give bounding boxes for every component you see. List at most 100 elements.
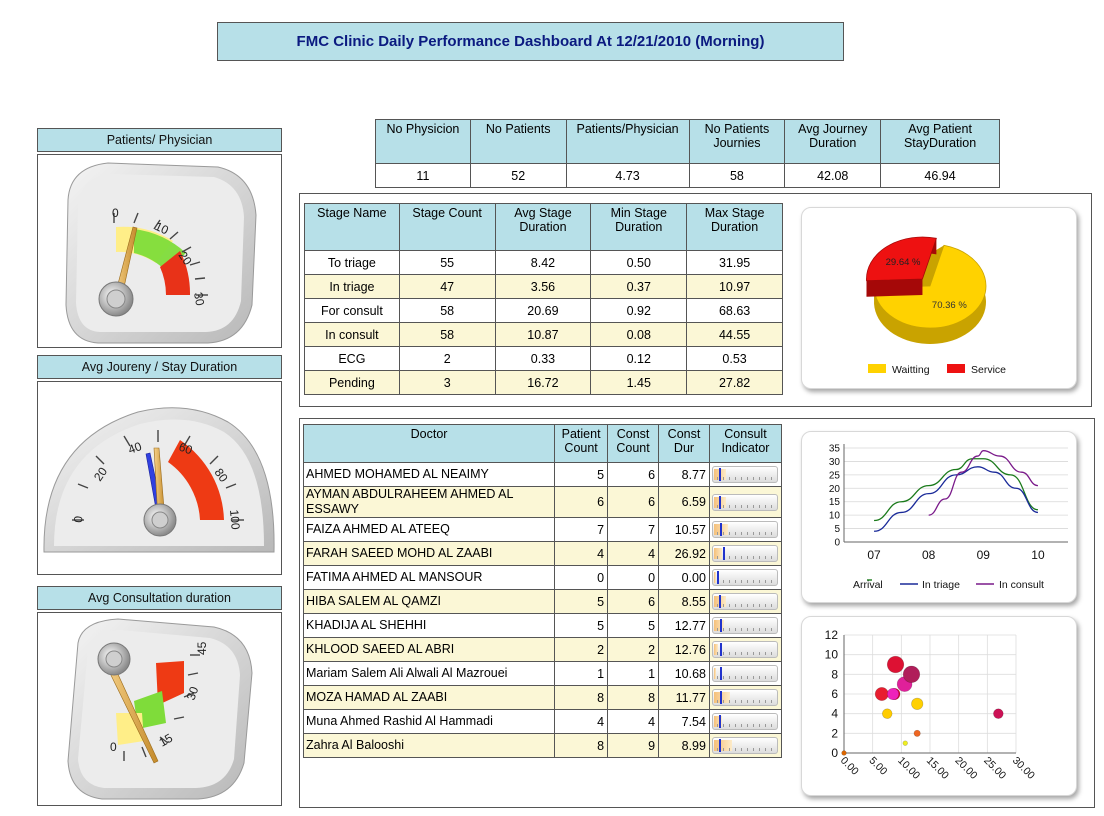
doctor-value: 4 bbox=[607, 709, 660, 734]
stage-header: Avg Stage Duration bbox=[494, 203, 592, 251]
scatter-point bbox=[886, 687, 900, 701]
consult-indicator-fill bbox=[714, 740, 733, 751]
consult-indicator-bar bbox=[712, 521, 779, 538]
consult-indicator-cell bbox=[708, 565, 783, 590]
doctor-value: 6 bbox=[607, 486, 660, 518]
stage-cell: 1.45 bbox=[590, 370, 688, 395]
scatter-ytick-label: 6 bbox=[831, 687, 838, 701]
consult-indicator-fill bbox=[714, 548, 723, 559]
summary-value: 42.08 bbox=[784, 163, 882, 188]
stage-header: Stage Name bbox=[304, 203, 400, 251]
legend-label-in-triage: In triage bbox=[922, 579, 960, 591]
stage-cell: 0.50 bbox=[590, 250, 688, 275]
scatter-ytick-label: 0 bbox=[831, 746, 838, 760]
scatter-ytick-label: 12 bbox=[825, 628, 839, 642]
stage-cell: 44.55 bbox=[686, 322, 783, 347]
stage-cell: 0.08 bbox=[590, 322, 688, 347]
consult-indicator-fill bbox=[714, 644, 719, 655]
gauge-tick-label: 40 bbox=[126, 439, 144, 457]
stage-cell: 10.87 bbox=[494, 322, 592, 347]
consult-indicator-bar bbox=[712, 737, 779, 754]
gauge-journey-stay: 0 20 40 60 80 100 bbox=[37, 381, 282, 575]
legend-label-in-consult: In consult bbox=[999, 579, 1044, 591]
consult-indicator-cell bbox=[708, 486, 783, 518]
gauge-tick-label: 60 bbox=[177, 440, 195, 458]
scatter-point bbox=[902, 665, 921, 683]
stage-row: In consult 58 10.87 0.08 44.55 bbox=[304, 322, 783, 347]
stage-row: In triage 47 3.56 0.37 10.97 bbox=[304, 274, 783, 299]
consult-indicator-marker bbox=[719, 468, 722, 481]
scatter-xtick-label: 15.00 bbox=[924, 755, 951, 782]
summary-value: 52 bbox=[469, 163, 567, 188]
summary-value: 11 bbox=[375, 163, 471, 188]
stage-cell: 8.42 bbox=[494, 250, 592, 275]
gauge-tick-label: 0 bbox=[71, 515, 86, 523]
consult-indicator-bar bbox=[712, 689, 779, 706]
line-ytick-label: 0 bbox=[834, 538, 840, 549]
gauge-patients-physician: 0 10 20 30 bbox=[37, 154, 282, 348]
doctor-header: Doctor bbox=[302, 424, 556, 463]
line-xtick-label: 08 bbox=[922, 548, 936, 562]
stage-row: Pending 3 16.72 1.45 27.82 bbox=[304, 370, 783, 395]
scatter-point bbox=[841, 750, 847, 756]
hourly-line-card: Arrival In triage In consult 0 5 10 15 20 25 3… bbox=[801, 431, 1077, 603]
stage-row: To triage 55 8.42 0.50 31.95 bbox=[304, 250, 783, 275]
scatter-xtick-label: 30.00 bbox=[1010, 755, 1037, 782]
doctor-value: 12.77 bbox=[658, 613, 710, 638]
legend-swatch-service bbox=[947, 364, 965, 373]
legend-label-waitting: Waitting bbox=[892, 364, 930, 376]
line-ytick-label: 15 bbox=[829, 497, 841, 508]
gauge-tick-label: 15 bbox=[157, 731, 176, 750]
scatter-point bbox=[911, 697, 924, 710]
scatter-ytick-label: 4 bbox=[831, 707, 838, 721]
scatter-xtick-label: 10.00 bbox=[895, 755, 922, 782]
legend-label-service: Service bbox=[971, 364, 1006, 376]
doctor-header: Const Dur bbox=[658, 424, 710, 463]
doctor-name: HIBA SALEM AL QAMZI bbox=[302, 589, 556, 614]
consult-indicator-bar bbox=[712, 545, 779, 562]
doctor-row: FARAH SAEED MOHD AL ZAABI 4 4 26.92 bbox=[302, 541, 783, 566]
doctor-row: Zahra Al Balooshi 8 9 8.99 bbox=[302, 733, 783, 758]
doctor-row: AYMAN ABDULRAHEEM AHMED AL ESSAWY 6 6 6.59 bbox=[302, 486, 783, 518]
consult-indicator-cell bbox=[708, 541, 783, 566]
doctor-header: Consult Indicator bbox=[708, 424, 783, 463]
line-ytick-label: 10 bbox=[829, 511, 841, 522]
consult-indicator-bar bbox=[712, 713, 779, 730]
line-series-arrival bbox=[873, 458, 1039, 522]
scatter-point bbox=[902, 740, 908, 746]
scatter-xtick-label: 20.00 bbox=[953, 755, 980, 782]
consult-indicator-marker bbox=[720, 619, 723, 632]
stage-cell: 0.37 bbox=[590, 274, 688, 299]
gauge-patients-physician-label: Patients/ Physician bbox=[37, 128, 282, 152]
line-ytick-label: 35 bbox=[829, 444, 841, 455]
doctor-value: 8 bbox=[554, 685, 609, 710]
summary-header: Patients/Physician bbox=[565, 119, 690, 164]
stage-row: ECG 2 0.33 0.12 0.53 bbox=[304, 346, 783, 371]
consult-indicator-bar bbox=[712, 641, 779, 658]
doctor-value: 7 bbox=[607, 517, 660, 542]
stage-cell: 27.82 bbox=[686, 370, 783, 395]
stage-cell: 3 bbox=[398, 370, 496, 395]
doctor-table: Doctor Patient Count Const Count Const D… bbox=[302, 424, 783, 758]
doctor-row: KHADIJA AL SHEHHI 5 5 12.77 bbox=[302, 613, 783, 638]
gauge-tick-label: 0 bbox=[110, 740, 117, 754]
gauge-tick-label: 30 bbox=[191, 291, 207, 307]
stage-cell: 55 bbox=[398, 250, 496, 275]
stage-cell: For consult bbox=[304, 298, 400, 323]
stage-cell: 0.53 bbox=[686, 346, 783, 371]
doctor-row: MOZA HAMAD AL ZAABI 8 8 11.77 bbox=[302, 685, 783, 710]
scatter-point bbox=[993, 708, 1004, 719]
doctor-value: 8.77 bbox=[658, 462, 710, 487]
doctor-value: 2 bbox=[554, 637, 609, 662]
doctor-row: FATIMA AHMED AL MANSOUR 0 0 0.00 bbox=[302, 565, 783, 590]
stage-cell: 3.56 bbox=[494, 274, 592, 299]
stage-cell: 0.33 bbox=[494, 346, 592, 371]
consult-indicator-cell bbox=[708, 685, 783, 710]
consult-indicator-fill bbox=[714, 692, 731, 703]
dashboard-title: FMC Clinic Daily Performance Dashboard A… bbox=[217, 22, 844, 61]
scatter-ytick-label: 2 bbox=[831, 726, 838, 740]
gauge-journey-stay-label: Avg Joureny / Stay Duration bbox=[37, 355, 282, 379]
hourly-line-chart: Arrival In triage In consult 0 5 10 15 20 25 3… bbox=[829, 444, 1068, 591]
pie-slice-wall bbox=[866, 279, 923, 297]
doctor-value: 1 bbox=[607, 661, 660, 686]
